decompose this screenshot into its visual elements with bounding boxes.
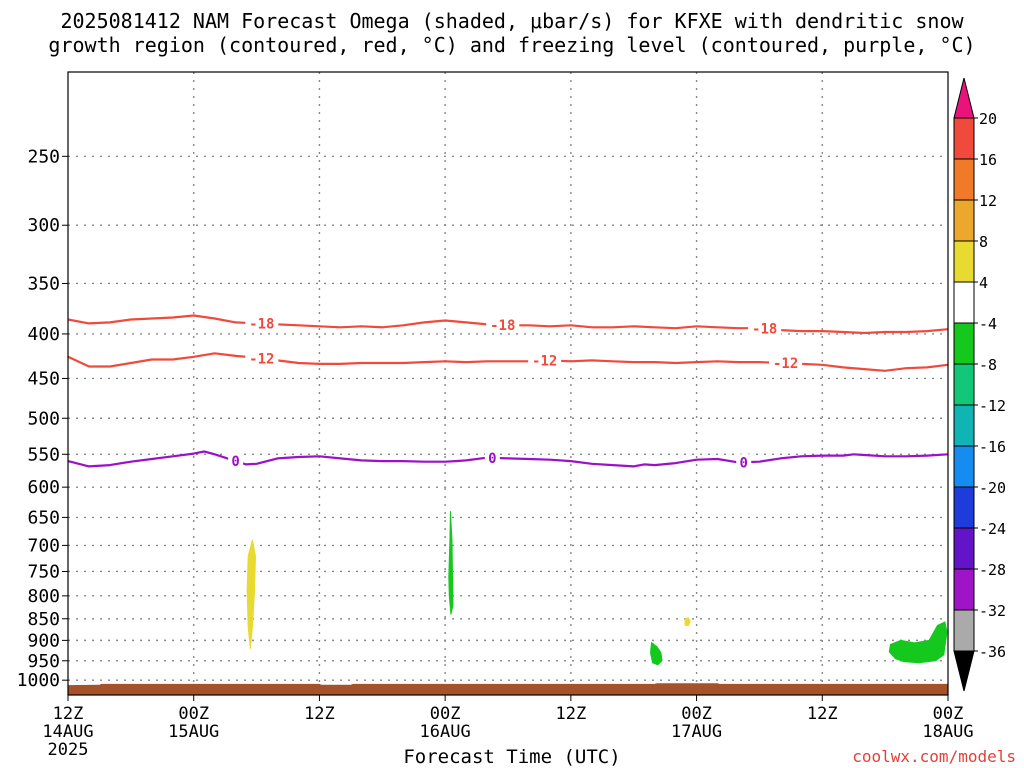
colorbar-swatch [953, 404, 975, 447]
omega-region-ascent [448, 511, 454, 615]
x-tick-label: 00Z [933, 704, 964, 724]
colorbar-label: 20 [979, 110, 997, 128]
contour-label-bg [484, 449, 500, 465]
y-tick-label: 850 [27, 609, 60, 630]
y-tick-label: 700 [27, 535, 60, 556]
colorbar-label: -8 [979, 356, 997, 374]
x-tick-date: 16AUG [420, 722, 471, 742]
colorbar-bottom-arrow [953, 650, 975, 692]
chart-title-line1: 2025081412 NAM Forecast Omega (shaded, μ… [60, 9, 964, 33]
colorbar-swatch [953, 568, 975, 611]
x-tick-date: 18AUG [922, 722, 973, 742]
contour-label: -12 [249, 351, 274, 367]
colorbar-label: 12 [979, 192, 997, 210]
colorbar-label: 4 [979, 274, 988, 292]
y-tick-label: 250 [27, 146, 60, 167]
contour-label-bg [245, 350, 279, 366]
colorbar-swatch [953, 281, 975, 324]
y-tick-label: 350 [27, 273, 60, 294]
omega-region-ascent [650, 642, 663, 666]
contour-label-bg [228, 453, 244, 469]
surface-ground [68, 683, 948, 695]
colorbar-label: -12 [979, 397, 1006, 415]
colorbar-label: -24 [979, 520, 1006, 538]
plot-frame [67, 71, 949, 696]
colorbar-label: 8 [979, 233, 988, 251]
contour-label: 0 [739, 455, 747, 471]
colorbar-label: -4 [979, 315, 997, 333]
colorbar-swatch [953, 363, 975, 406]
credit-text: coolwx.com/models [852, 747, 1016, 766]
x-tick-label: 12Z [807, 704, 838, 724]
x-tick-label: 12Z [53, 704, 84, 724]
contour-label: 0 [488, 451, 496, 467]
colorbar-swatch [953, 609, 975, 652]
plot-area [68, 72, 948, 695]
contour-label: -12 [773, 356, 798, 372]
contour-label: 0 [231, 454, 239, 470]
x-tick-label: 12Z [555, 704, 586, 724]
contour-label: -18 [249, 317, 274, 333]
colorbar-top-arrow [953, 77, 975, 119]
contour-label-bg [245, 315, 279, 331]
colorbar-label: -20 [979, 479, 1006, 497]
contour-label: -18 [752, 322, 777, 338]
x-tick-label: 00Z [681, 704, 712, 724]
x-tick-label: 12Z [304, 704, 335, 724]
y-tick-label: 750 [27, 561, 60, 582]
x-tick-label: 00Z [178, 704, 209, 724]
colorbar-swatch [953, 486, 975, 529]
colorbar-swatch [953, 527, 975, 570]
omega-region-ascent [888, 621, 948, 664]
chart-title-line2: growth region (contoured, red, °C) and f… [48, 33, 976, 57]
contour-label-bg [736, 454, 752, 470]
y-tick-label: 950 [27, 651, 60, 672]
x-tick-date: 14AUG [42, 722, 93, 742]
x-axis-title: Forecast Time (UTC) [403, 746, 621, 768]
x-tick-date: 15AUG [168, 722, 219, 742]
surface-terrain [68, 683, 948, 695]
y-tick-label: 1000 [17, 670, 60, 691]
colorbar-swatch [953, 445, 975, 488]
colorbar-label: 16 [979, 151, 997, 169]
omega-shading [246, 511, 948, 666]
contour-label-bg [528, 352, 562, 368]
x-tick-date: 17AUG [671, 722, 722, 742]
y-tick-label: 500 [27, 408, 60, 429]
colorbar-label: -36 [979, 643, 1006, 661]
omega-region-descent [246, 539, 256, 650]
colorbar-label: -32 [979, 602, 1006, 620]
contour-label-bg [486, 317, 520, 333]
grid-lines [68, 72, 948, 695]
y-tick-label: 450 [27, 368, 60, 389]
omega-region-descent [684, 617, 691, 627]
y-tick-label: 800 [27, 586, 60, 607]
y-tick-label: 300 [27, 215, 60, 236]
colorbar: 20 16 12 8 4 -4 -8 -12 -16 -20 -24 -28 -32 -36 [953, 77, 1006, 692]
y-tick-label: 600 [27, 477, 60, 498]
colorbar-swatch [953, 199, 975, 242]
y-axis: 2503003504004505005506006507007508008509… [17, 146, 68, 691]
y-tick-label: 550 [27, 444, 60, 465]
colorbar-swatch [953, 117, 975, 160]
colorbar-swatch [953, 240, 975, 283]
y-tick-label: 650 [27, 507, 60, 528]
y-tick-label: 900 [27, 630, 60, 651]
colorbar-label: -16 [979, 438, 1006, 456]
contour-label: -18 [490, 318, 515, 334]
x-tick-label: 00Z [430, 704, 461, 724]
contour-lines: -18 -18 -18 -12 -12 -12 0 0 0 [67, 314, 949, 471]
x-tick-year: 2025 [48, 740, 89, 760]
contour-label: -12 [532, 354, 557, 370]
contour-label-bg [748, 320, 782, 336]
colorbar-label: -28 [979, 561, 1006, 579]
contour-label-bg [769, 355, 803, 371]
y-tick-label: 400 [27, 324, 60, 345]
colorbar-swatch [953, 322, 975, 365]
colorbar-swatch [953, 158, 975, 201]
